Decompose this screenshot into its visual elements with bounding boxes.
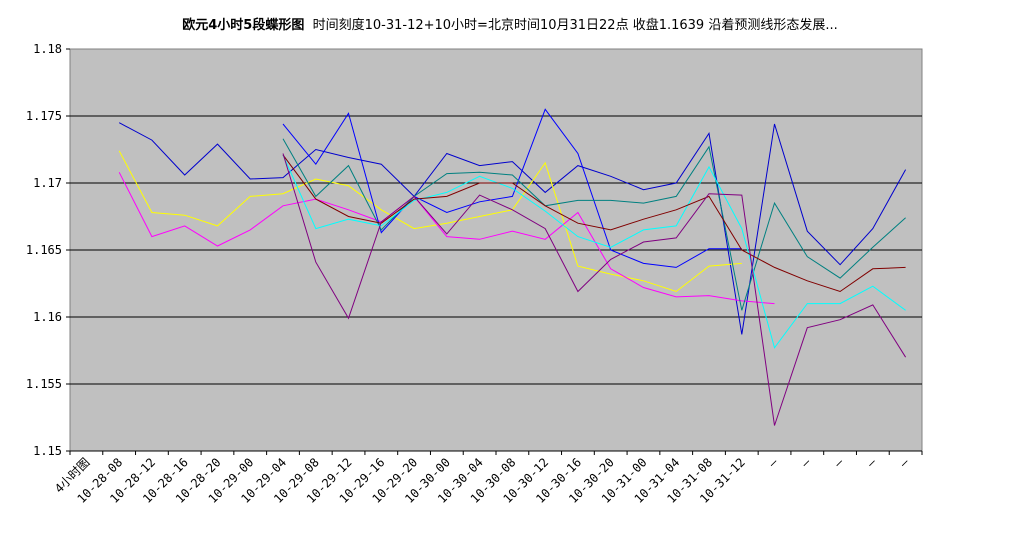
- y-tick-label: 1.165: [26, 243, 62, 257]
- series-line-8: [282, 153, 907, 426]
- series-line-5: [282, 138, 906, 311]
- y-tick-label: 1.18: [33, 42, 62, 56]
- chart-title: 欧元4小时5段蝶形图 时间刻度10-31-12+10小时=北京时间10月31日2…: [0, 14, 1020, 33]
- x-tick-label: —: [798, 455, 814, 471]
- series-line-2: [118, 150, 742, 293]
- y-axis: 1.18 1.175 1.17 1.165 1.16 1.155 1.15: [26, 42, 70, 458]
- chart-title-main: 欧元4小时5段蝶形图: [182, 18, 305, 33]
- y-tick-label: 1.15: [33, 444, 62, 458]
- y-tick-label: 1.16: [33, 310, 62, 324]
- y-tick-label: 1.155: [26, 377, 62, 391]
- series-line-4: [282, 108, 742, 268]
- series-line-1: [118, 122, 907, 335]
- grid-lines: [70, 115, 922, 385]
- series-line-6: [282, 154, 906, 349]
- series-line-3: [118, 172, 775, 305]
- series-lines: [118, 108, 907, 426]
- y-tick-label: 1.17: [33, 176, 62, 190]
- x-tick-label: —: [864, 455, 880, 471]
- x-tick-label: —: [897, 455, 913, 471]
- series-line-7: [282, 154, 906, 293]
- y-tick-label: 1.175: [26, 109, 62, 123]
- chart-title-sub: 时间刻度10-31-12+10小时=北京时间10月31日22点 收盘1.1639…: [312, 18, 838, 33]
- x-tick-label: —: [766, 455, 782, 471]
- x-axis: 4小时图10-28-0810-28-1210-28-1610-28-2010-2…: [52, 450, 923, 506]
- x-tick-label: —: [831, 455, 847, 471]
